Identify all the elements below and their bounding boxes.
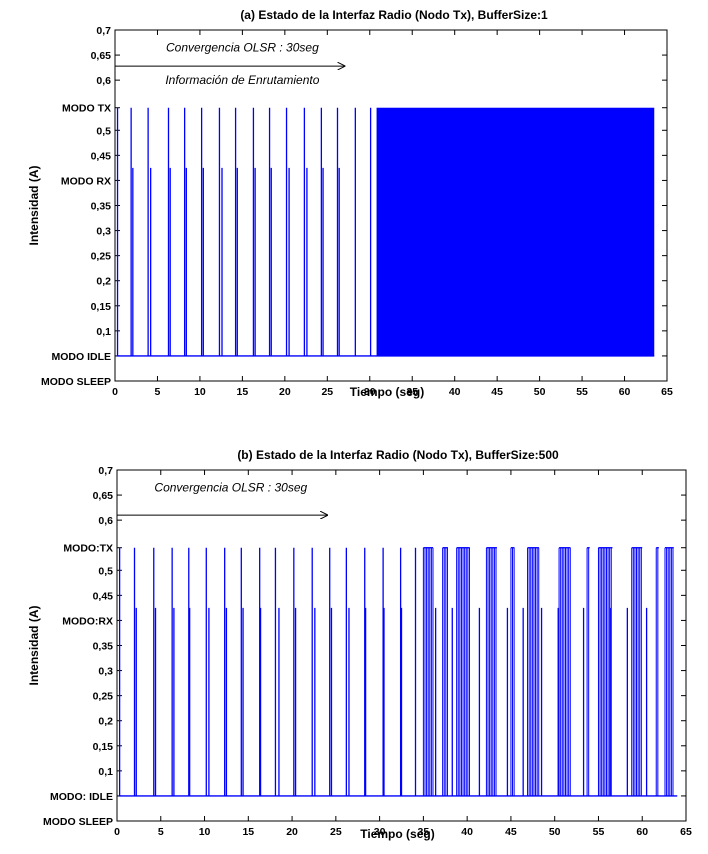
y-tick-label: MODO RX xyxy=(61,175,111,187)
x-tick-label: 0 xyxy=(112,386,118,398)
x-tick-label: 55 xyxy=(576,386,588,398)
x-tick-label: 60 xyxy=(636,826,648,838)
x-tick-label: 20 xyxy=(286,826,298,838)
x-tick-label: 50 xyxy=(549,826,561,838)
annotations: Convergencia OLSR : 30seg xyxy=(117,481,327,516)
x-tick-label: 65 xyxy=(661,386,673,398)
y-tick-label: 0,35 xyxy=(91,201,112,213)
y-axis-label: Intensidad (A) xyxy=(27,605,41,685)
y-tick-label: 0,45 xyxy=(91,150,112,162)
y-tick-label: 0,25 xyxy=(91,251,112,263)
plot-frame xyxy=(116,469,687,822)
x-tick-labels: 0 5 10 15 20 25 30 35 40 45 50 55 60 65 xyxy=(112,386,673,398)
y-tick-label: MODO IDLE xyxy=(52,351,112,363)
y-tick-label: 0,45 xyxy=(93,590,114,602)
y-tick-label: 0,25 xyxy=(93,691,114,703)
y-tick-label: 0,7 xyxy=(98,465,113,477)
x-tick-label: 20 xyxy=(279,386,291,398)
x-tick-label: 5 xyxy=(155,386,161,398)
y-tick-label: 0,15 xyxy=(93,741,114,753)
chart-panel-a: (a) Estado de la Interfaz Radio (Nodo Tx… xyxy=(27,8,673,399)
y-tick-label: 0,65 xyxy=(91,50,112,62)
y-tick-label: 0,1 xyxy=(98,766,113,778)
dense-transmission-block xyxy=(376,107,655,356)
x-tick-label: 5 xyxy=(158,826,164,838)
x-tick-label: 30 xyxy=(364,386,376,398)
x-tick-label: 45 xyxy=(491,386,503,398)
x-tick-label: 0 xyxy=(114,826,120,838)
y-tick-label: 0,3 xyxy=(96,226,111,238)
y-tick-label: MODO TX xyxy=(62,103,111,115)
y-tick-label: 0,5 xyxy=(96,125,111,137)
y-tick-label: 0,6 xyxy=(96,75,111,87)
y-tick-label: 0,3 xyxy=(98,666,113,678)
x-tick-label: 25 xyxy=(330,826,342,838)
x-tick-label: 10 xyxy=(194,386,206,398)
x-tick-label: 15 xyxy=(242,826,254,838)
axis-ticks xyxy=(116,469,687,822)
x-tick-label: 10 xyxy=(199,826,211,838)
chart-panel-b: (b) Estado de la Interfaz Radio (Nodo Tx… xyxy=(27,448,692,841)
x-tick-labels: 0 5 10 15 20 25 30 35 40 45 50 55 60 65 xyxy=(114,826,692,838)
y-tick-label: 0,15 xyxy=(91,301,112,313)
x-tick-label: 50 xyxy=(534,386,546,398)
y-tick-labels: 0,7 0,65 0,6 MODO TX 0,5 0,45 MODO RX 0,35 0,3 0,… xyxy=(41,25,111,388)
x-axis-label: Tiempo (seg) xyxy=(350,385,424,399)
y-tick-label: 0,2 xyxy=(98,716,113,728)
x-tick-label: 35 xyxy=(418,826,430,838)
current-series xyxy=(118,547,678,797)
y-tick-label: 0,7 xyxy=(96,25,111,37)
y-tick-label: 0,2 xyxy=(96,276,111,288)
y-tick-labels: 0,7 0,65 0,6 MODO:TX 0,5 0,45 MODO:RX 0,35 0,3 0,… xyxy=(43,465,113,828)
x-tick-label: 30 xyxy=(374,826,386,838)
plot-frame xyxy=(114,29,668,382)
y-axis-label: Intensidad (A) xyxy=(27,165,41,245)
chart-title: (b) Estado de la Interfaz Radio (Nodo Tx… xyxy=(237,448,559,462)
annotations: Convergencia OLSR : 30seg Información de… xyxy=(115,41,344,87)
x-axis-label: Tiempo (seg) xyxy=(360,827,434,841)
annotation-routing-info: Información de Enrutamiento xyxy=(165,73,319,87)
x-tick-label: 65 xyxy=(680,826,692,838)
y-tick-label: MODO: IDLE xyxy=(50,791,113,803)
x-tick-label: 55 xyxy=(593,826,605,838)
y-tick-label: 0,65 xyxy=(93,490,114,502)
x-tick-label: 60 xyxy=(619,386,631,398)
x-tick-label: 35 xyxy=(406,386,418,398)
annotation-convergence: Convergencia OLSR : 30seg xyxy=(166,41,319,55)
y-tick-label: MODO SLEEP xyxy=(43,816,113,828)
x-tick-label: 15 xyxy=(237,386,249,398)
x-tick-label: 40 xyxy=(449,386,461,398)
chart-title: (a) Estado de la Interfaz Radio (Nodo Tx… xyxy=(240,8,548,22)
current-series xyxy=(116,107,655,357)
y-tick-label: MODO SLEEP xyxy=(41,376,111,388)
y-tick-label: 0,5 xyxy=(98,565,113,577)
x-tick-label: 40 xyxy=(461,826,473,838)
annotation-convergence: Convergencia OLSR : 30seg xyxy=(154,481,307,495)
y-tick-label: MODO:TX xyxy=(63,543,113,555)
y-tick-label: MODO:RX xyxy=(62,615,113,627)
y-tick-label: 0,6 xyxy=(98,515,113,527)
y-tick-label: 0,1 xyxy=(96,326,111,338)
y-tick-label: 0,35 xyxy=(93,641,114,653)
x-tick-label: 45 xyxy=(505,826,517,838)
x-tick-label: 25 xyxy=(321,386,333,398)
